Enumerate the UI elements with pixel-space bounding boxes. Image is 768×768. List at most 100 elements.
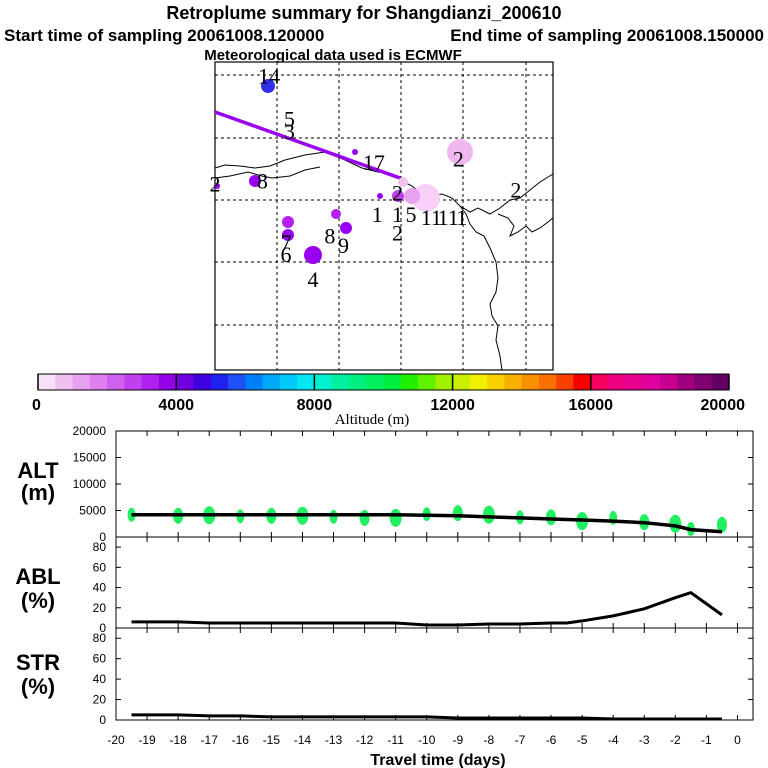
map-label: 3: [284, 119, 295, 144]
end-time-label: End time of sampling 20061008.150000: [450, 26, 764, 45]
colorbar-tick-label: 4000: [158, 397, 194, 414]
colorbar-tick-label: 20000: [701, 397, 746, 414]
y-tick-label: 10000: [73, 477, 107, 491]
colorbar-swatch: [487, 374, 505, 390]
colorbar-swatch: [245, 374, 264, 390]
colorbar-swatch: [677, 374, 695, 390]
colorbar-swatch: [590, 374, 609, 390]
y-tick-label: 60: [93, 652, 107, 666]
colorbar-swatch: [418, 374, 436, 390]
alt-axis-label: ALT: [17, 458, 59, 483]
colorbar-swatch: [538, 374, 557, 390]
map-label: 8: [257, 168, 268, 193]
map-marker: [404, 188, 420, 204]
map-marker: [261, 79, 275, 93]
panel-frame: [115, 627, 754, 721]
map-label: 2: [453, 147, 464, 172]
colorbar-swatch: [452, 374, 471, 390]
y-tick-label: 40: [93, 581, 107, 595]
y-tick-label: 60: [93, 560, 107, 574]
y-tick-label: 0: [99, 621, 106, 635]
colorbar-swatch: [521, 374, 540, 390]
map-label: 17: [363, 150, 385, 175]
colorbar-swatch: [383, 374, 402, 390]
x-tick-label: -18: [169, 733, 187, 747]
colorbar-swatch: [331, 374, 350, 390]
map-label: 9: [338, 233, 349, 258]
x-tick-label: -2: [670, 733, 681, 747]
map-label: 2: [392, 181, 403, 206]
alt-cluster-point: [452, 505, 463, 522]
map-marker: [282, 216, 294, 228]
map-marker: [412, 184, 440, 212]
map-label: 1: [392, 202, 403, 227]
colorbar-swatch: [469, 374, 488, 390]
map-marker: [377, 193, 383, 199]
colorbar-swatch: [158, 374, 177, 390]
colorbar-swatch: [262, 374, 281, 390]
map-marker: [398, 177, 408, 187]
map-label: 1: [456, 205, 467, 230]
alt-cluster-point: [359, 509, 370, 526]
x-tick-label: -16: [232, 733, 250, 747]
alt-cluster-point: [716, 516, 727, 533]
map-marker: [340, 222, 352, 234]
colorbar-swatch: [141, 374, 160, 390]
x-tick-label: -3: [639, 733, 650, 747]
map-marker: [352, 149, 358, 155]
x-axis-title: Travel time (days): [370, 752, 505, 768]
colorbar-tick-labels: 0 4000 8000 12000 16000 20000: [32, 397, 745, 414]
map-marker: [392, 190, 404, 202]
x-tick-label: -17: [201, 733, 219, 747]
colorbar-tick-label: 12000: [430, 397, 475, 414]
y-tick-label: 80: [93, 540, 107, 554]
colorbar-swatch: [297, 374, 315, 390]
colorbar-tick-label: 8000: [297, 397, 333, 414]
alt-series-line: [131, 512, 723, 534]
x-tick-label: -14: [294, 733, 312, 747]
str-panel: 0 20 40 60 80: [93, 627, 754, 727]
map-label: 1: [372, 202, 383, 227]
colorbar-label: Altitude (m): [335, 412, 410, 428]
x-tick-label: 0: [734, 733, 741, 747]
map-marker: [249, 175, 261, 187]
map-marker: [304, 246, 322, 264]
colorbar-swatch: [228, 374, 246, 390]
abl-axis-label: ABL: [15, 564, 60, 589]
map-label: 11: [421, 205, 442, 230]
altitude-colorbar: [37, 373, 730, 391]
map-marker: [331, 209, 341, 219]
x-tick-label: -11: [387, 733, 404, 747]
colorbar-swatch: [348, 374, 367, 390]
map-label: 14: [258, 64, 280, 89]
y-tick-label: 20: [93, 601, 107, 615]
colorbar-swatch: [504, 374, 523, 390]
map-label: 11: [438, 205, 459, 230]
colorbar-swatch: [659, 374, 678, 390]
x-tick-label: -1: [701, 733, 712, 747]
x-tick-label: -9: [452, 733, 463, 747]
alt-cluster-point: [329, 509, 338, 524]
map-label: 6: [280, 242, 291, 267]
alt-cluster-point: [482, 505, 495, 524]
abl-series-line: [131, 590, 723, 627]
str-axis-label: STR: [16, 650, 60, 675]
x-tick-label: -10: [418, 733, 436, 747]
x-tick-label: -19: [138, 733, 156, 747]
map-label: 5: [284, 107, 295, 132]
colorbar-swatch: [625, 374, 644, 390]
map-marker: [447, 139, 473, 165]
colorbar-swatch: [55, 374, 74, 390]
map-label: 8: [324, 224, 335, 249]
colorbar-swatch: [193, 374, 212, 390]
y-tick-label: 0: [99, 713, 106, 727]
y-tick-label: 5000: [79, 504, 106, 518]
colorbar-swatch: [124, 374, 143, 390]
map-frame: [214, 61, 554, 371]
map-label: 2: [392, 221, 403, 246]
colorbar-tick-label: 16000: [569, 397, 614, 414]
x-tick-label: -12: [356, 733, 374, 747]
